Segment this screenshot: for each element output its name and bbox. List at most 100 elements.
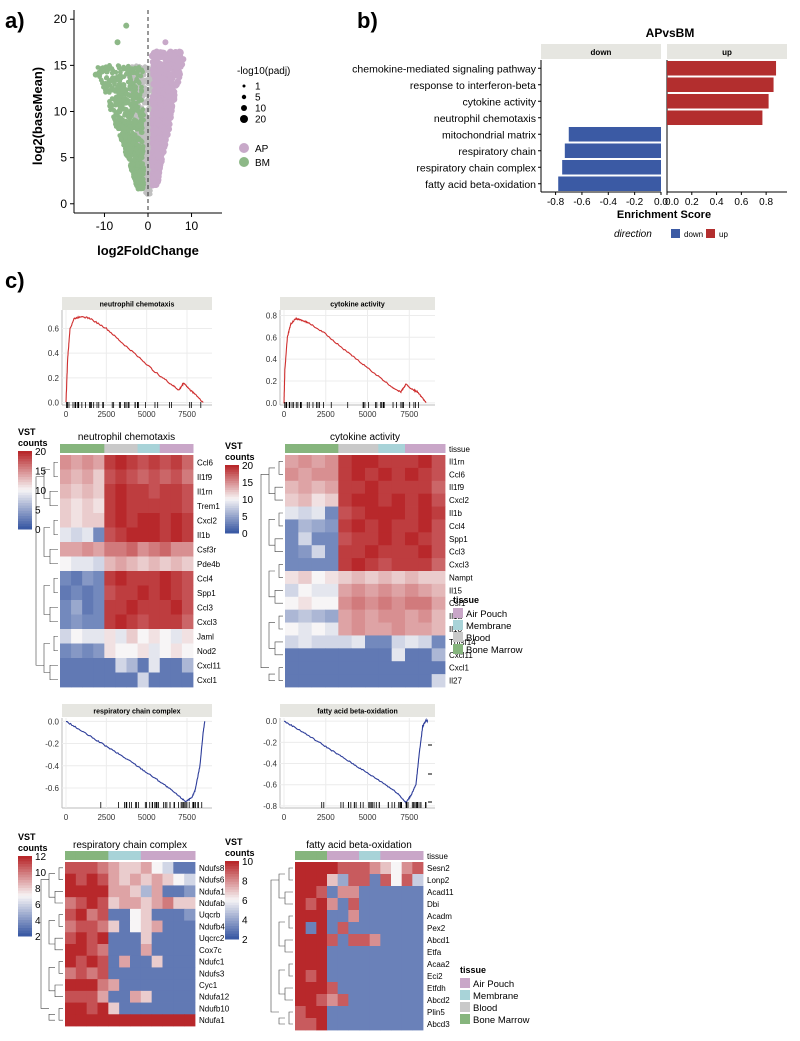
heatmap-cell: [159, 469, 172, 485]
heatmap-cell: [126, 629, 138, 644]
heatmap-row-label: Cxcl1: [197, 676, 218, 685]
heatmap-cell: [159, 498, 172, 514]
heatmap-cell: [65, 932, 77, 945]
heatmap-cell: [391, 596, 406, 611]
heatmap-tissue-cell: [140, 851, 153, 860]
heatmap-cell: [75, 955, 88, 968]
heatmap-cell: [93, 556, 105, 572]
heatmap-row-label: Acaa2: [427, 960, 450, 969]
heatmap-cell: [337, 994, 349, 1007]
heatmap-row-label: Il15: [449, 586, 462, 595]
heatmap-cell: [418, 519, 433, 533]
heatmap-cell: [298, 674, 313, 688]
heatmap-cell: [401, 982, 413, 995]
heatmap-legend-gradient-step: [225, 499, 239, 502]
heatmap-cell: [305, 910, 317, 923]
heatmap-legend-gradient-step: [225, 519, 239, 523]
heatmap-tissue-cell: [337, 851, 349, 860]
heatmap-legend-gradient-step: [18, 930, 32, 934]
heatmap-cell: [184, 897, 196, 910]
heatmap-legend-gradient-step: [225, 861, 239, 865]
heatmap-cell: [71, 455, 83, 470]
heatmap-cell: [119, 979, 131, 992]
heatmap-cell: [380, 1006, 392, 1019]
heatmap-cell: [431, 635, 446, 649]
heatmap-legend-gradient-step: [18, 474, 32, 478]
heatmap-legend-gradient-step: [18, 508, 32, 512]
heatmap-cell: [104, 469, 116, 485]
heatmap-cell: [148, 455, 161, 470]
heatmap-row-label: Cxcl1: [449, 664, 470, 673]
heatmap-cell: [391, 609, 406, 623]
heatmap-cell: [380, 922, 392, 935]
heatmap-tissue-cell: [162, 851, 174, 860]
heatmap-cell: [338, 635, 353, 649]
heatmap-row-label: Ndufs8: [199, 864, 225, 873]
gsea-running-score-line: [283, 717, 428, 805]
heatmap-cell: [316, 874, 328, 887]
volcano-point-bm: [125, 111, 131, 117]
volcano-point-bm: [121, 74, 127, 80]
heatmap-cell: [140, 944, 153, 957]
heatmap-cell: [170, 629, 183, 644]
heatmap-cell: [405, 545, 419, 559]
heatmap-row-label: Sesn2: [427, 864, 450, 873]
heatmap-tissue-cell: [285, 444, 299, 453]
heatmap-cell: [108, 862, 120, 875]
heatmap-cell: [184, 990, 196, 1003]
heatmap-cell: [305, 994, 317, 1007]
heatmap-legend-tick-label: 15: [242, 478, 254, 489]
heatmap-row-label: Ndufs6: [199, 876, 225, 885]
enrichment-legend-swatch-up: [706, 229, 715, 238]
volcano-legend-size-dot: [240, 115, 248, 123]
volcano-point-ns: [145, 90, 150, 95]
volcano-point-bm: [128, 70, 134, 76]
heatmap-cell: [327, 958, 339, 971]
heatmap-cell: [82, 658, 94, 673]
heatmap-cell: [86, 955, 98, 968]
heatmap-row-label: Ndufs3: [199, 969, 225, 978]
heatmap-cell: [71, 527, 83, 543]
heatmap-cell: [405, 635, 419, 649]
heatmap-cell: [93, 629, 105, 644]
heatmap-legend-gradient-step: [18, 880, 32, 884]
heatmap-tissue-cell: [295, 851, 307, 860]
heatmap-cell: [337, 862, 349, 875]
heatmap-cell: [115, 455, 127, 470]
heatmap-cell: [148, 556, 161, 572]
volcano-point-ap: [151, 104, 159, 112]
heatmap-legend-gradient-step: [18, 888, 32, 892]
heatmap-cell: [359, 958, 371, 971]
heatmap-cell: [82, 542, 94, 557]
heatmap-cell: [170, 455, 183, 470]
heatmap-row-label: Cyc1: [199, 981, 218, 990]
heatmap-cell: [159, 629, 172, 644]
heatmap-cell: [104, 498, 116, 514]
heatmap-cell: [115, 527, 127, 543]
heatmap-cell: [75, 979, 88, 992]
tissue-legend-label: Membrane: [466, 621, 511, 632]
heatmap-cell: [71, 469, 83, 485]
heatmap-cell: [412, 886, 424, 899]
enrichment-x-tick-label: 0.6: [734, 197, 748, 208]
heatmap-cell: [159, 542, 172, 557]
heatmap-cell: [170, 600, 183, 615]
volcano-point-ap: [155, 78, 161, 84]
heatmap-legend-title-2: counts: [18, 438, 48, 448]
heatmap-cell: [369, 946, 381, 959]
volcano-point-bm: [139, 139, 145, 145]
heatmap-cell: [298, 609, 313, 623]
heatmap-cell: [391, 506, 406, 520]
heatmap-title: cytokine activity: [330, 432, 400, 443]
heatmap-cell: [119, 955, 131, 968]
heatmap-cell: [60, 527, 72, 543]
heatmap-cell: [431, 622, 446, 636]
heatmap-cell: [316, 862, 328, 875]
tissue-legend-swatch: [460, 990, 470, 1000]
enrichment-category-label: response to interferon-beta: [410, 80, 536, 92]
heatmap-tissue-cell: [327, 851, 339, 860]
volcano-point-ap: [156, 62, 163, 69]
heatmap-cell: [65, 955, 77, 968]
volcano-point-bm: [122, 149, 128, 155]
